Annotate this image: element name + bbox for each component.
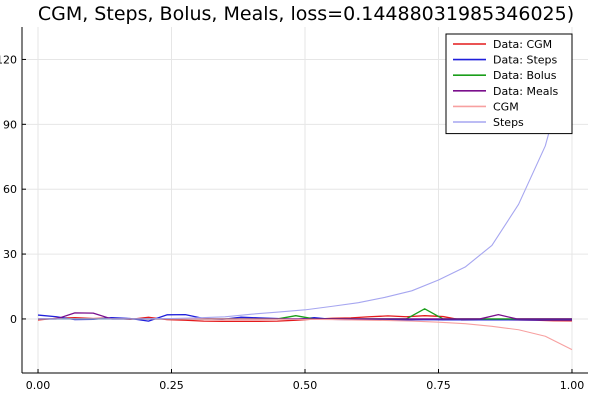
y-tick-label: 30 [3, 248, 17, 261]
legend-label: Data: Steps [493, 54, 558, 67]
y-tick-label: 90 [3, 118, 17, 131]
x-tick-label: 0.00 [26, 379, 51, 392]
legend-label: Data: CGM [493, 38, 552, 51]
chart-title: CGM, Steps, Bolus, Meals, loss=0.1448803… [38, 3, 574, 25]
legend: Data: CGM Data: Steps Data: Bolus Data: Mea… [445, 33, 573, 135]
tick-labels: 0.00 0.25 0.50 0.75 1.00 0 30 60 90 120 [0, 53, 584, 392]
series-lines [37, 48, 573, 351]
legend-label: CGM [493, 100, 519, 113]
axes [21, 27, 588, 374]
y-tick-label: 60 [3, 183, 17, 196]
y-tick-label: 0 [10, 313, 17, 326]
legend-label: Data: Meals [493, 85, 559, 98]
series-line-steps [38, 48, 573, 320]
x-tick-label: 1.00 [560, 379, 585, 392]
x-tick-label: 0.25 [159, 379, 184, 392]
legend-box [445, 33, 573, 135]
legend-label: Steps [493, 116, 524, 129]
legend-label: Data: Bolus [493, 69, 557, 82]
x-tick-label: 0.75 [426, 379, 451, 392]
x-tick-label: 0.50 [293, 379, 318, 392]
y-tick-label: 120 [0, 53, 17, 66]
